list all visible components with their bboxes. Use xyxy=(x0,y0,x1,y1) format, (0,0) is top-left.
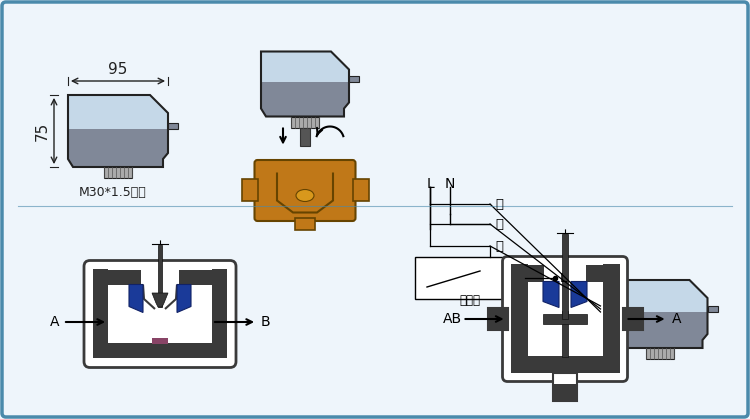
Bar xyxy=(622,308,643,330)
Text: 棕: 棕 xyxy=(495,217,503,230)
Bar xyxy=(179,269,227,285)
Bar xyxy=(562,311,568,357)
Bar xyxy=(158,245,162,307)
Text: M30*1.5接口: M30*1.5接口 xyxy=(80,186,147,199)
Polygon shape xyxy=(543,282,559,308)
Bar xyxy=(295,218,315,230)
Bar xyxy=(212,269,227,359)
Bar xyxy=(543,314,587,324)
Text: AB: AB xyxy=(443,312,462,326)
Bar xyxy=(300,127,310,145)
Bar xyxy=(168,123,178,129)
Text: 黑: 黑 xyxy=(495,240,503,253)
Bar xyxy=(553,373,577,401)
FancyBboxPatch shape xyxy=(503,256,628,382)
Bar xyxy=(93,269,108,359)
Bar xyxy=(291,116,319,127)
Bar xyxy=(646,348,674,359)
Bar xyxy=(352,179,368,202)
Bar xyxy=(511,357,620,373)
Polygon shape xyxy=(152,293,168,307)
Bar xyxy=(93,344,227,359)
Bar xyxy=(152,337,168,344)
Polygon shape xyxy=(613,312,707,348)
Bar xyxy=(586,264,620,282)
Bar xyxy=(415,257,525,299)
Polygon shape xyxy=(571,282,587,308)
Bar xyxy=(562,233,568,319)
Polygon shape xyxy=(68,129,168,167)
Polygon shape xyxy=(129,285,143,313)
Text: L: L xyxy=(560,272,567,285)
Bar xyxy=(490,308,508,330)
Bar xyxy=(622,308,640,330)
Bar xyxy=(602,264,619,373)
Bar xyxy=(707,306,718,312)
Text: L: L xyxy=(426,177,433,191)
Bar xyxy=(349,76,359,82)
Text: 蓝: 蓝 xyxy=(495,197,503,210)
Bar xyxy=(511,264,544,282)
Text: B: B xyxy=(260,315,270,329)
Bar xyxy=(104,167,132,178)
Bar xyxy=(511,264,527,373)
Polygon shape xyxy=(68,95,168,129)
Ellipse shape xyxy=(296,189,314,202)
Polygon shape xyxy=(261,82,349,116)
Bar xyxy=(626,308,643,330)
Bar xyxy=(488,308,505,330)
Text: 95: 95 xyxy=(108,62,128,77)
Bar xyxy=(488,308,508,330)
Polygon shape xyxy=(261,52,349,82)
Bar xyxy=(553,359,577,364)
Text: N: N xyxy=(445,177,455,191)
Polygon shape xyxy=(613,280,707,312)
Bar xyxy=(242,179,257,202)
Bar xyxy=(553,385,577,401)
FancyBboxPatch shape xyxy=(84,261,236,367)
Text: A: A xyxy=(672,312,681,326)
FancyBboxPatch shape xyxy=(254,160,356,221)
Text: 75: 75 xyxy=(35,122,50,141)
Text: 温控器: 温控器 xyxy=(460,294,481,307)
Polygon shape xyxy=(177,285,191,313)
Bar xyxy=(93,269,141,285)
Text: A: A xyxy=(50,315,60,329)
